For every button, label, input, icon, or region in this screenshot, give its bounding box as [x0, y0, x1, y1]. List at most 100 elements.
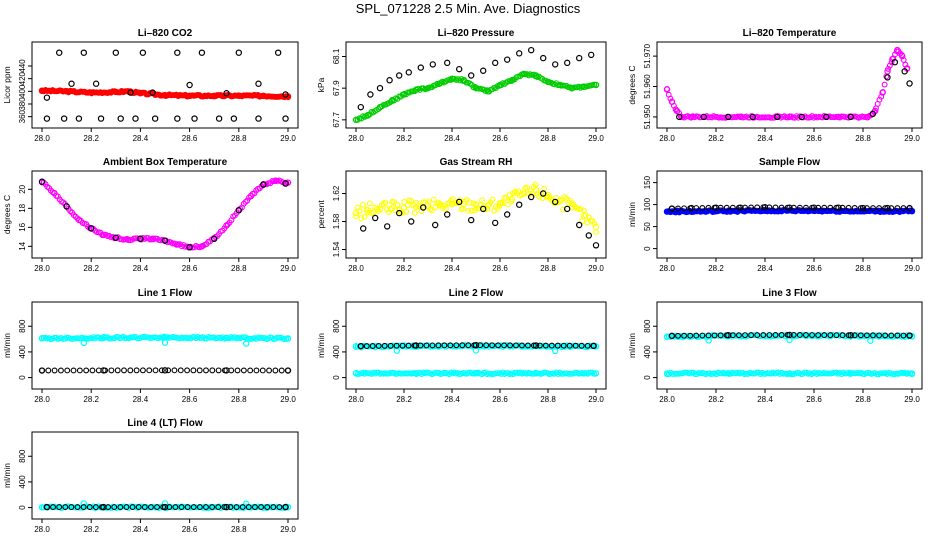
data-point: [501, 342, 508, 349]
y-tick-label: 67.9: [332, 80, 341, 96]
data-point: [270, 504, 277, 511]
data-point: [873, 371, 880, 378]
data-point: [80, 504, 87, 511]
y-tick-label: 1.58: [332, 213, 341, 229]
x-tick-label: 28.4: [133, 525, 149, 534]
panel-2: Li–820 Pressure kPa 28.0 28.2 28.4 28.6 28.8 29…: [316, 28, 607, 143]
data-point: [845, 332, 852, 339]
data-point: [845, 204, 852, 211]
y-tick-label: 0: [643, 375, 652, 380]
y-tick-label: 360: [18, 109, 27, 123]
data-point: [532, 181, 539, 188]
y-tick-label: 150: [643, 175, 652, 189]
plot-frame: [31, 41, 299, 129]
series-line2-a-low: [393, 347, 559, 355]
data-point: [835, 204, 842, 211]
data-point: [132, 115, 139, 122]
data-point: [417, 342, 424, 349]
data-point: [285, 367, 291, 374]
data-point: [178, 504, 185, 511]
plot-frame: [345, 301, 607, 390]
panel-5: Gas Stream RH percent 28.0 28.2 28.4 28.6 28.8…: [316, 157, 607, 273]
data-point: [772, 332, 779, 338]
data-point: [809, 204, 816, 211]
data-point: [57, 367, 64, 374]
data-point: [851, 205, 858, 211]
series-pressure-samples: [357, 46, 595, 111]
x-tick-label: 28.2: [83, 134, 99, 143]
data-point: [408, 218, 415, 225]
x-tick-label: 28.6: [182, 395, 198, 404]
data-point: [357, 343, 364, 350]
data-point: [375, 342, 382, 349]
x-tick-label: 28.4: [133, 134, 149, 143]
data-point: [212, 504, 219, 510]
x-tick-label: 28.6: [182, 134, 198, 143]
data-point: [384, 206, 391, 213]
data-point: [870, 205, 876, 212]
data-point: [177, 367, 184, 374]
data-point: [668, 205, 675, 212]
data-point: [430, 196, 437, 203]
data-point: [45, 367, 52, 374]
data-point: [384, 223, 391, 230]
data-point: [429, 207, 435, 214]
x-tick-label: 28.0: [659, 264, 675, 273]
data-point: [376, 84, 384, 92]
x-tick-label: 28.2: [708, 264, 724, 273]
data-point: [382, 199, 389, 206]
data-point: [516, 50, 523, 57]
data-point: [137, 235, 144, 242]
data-point: [847, 332, 854, 339]
data-point: [258, 504, 265, 511]
series-pressure-mean: [352, 70, 600, 124]
data-point: [676, 113, 683, 121]
data-point: [906, 332, 913, 339]
data-point: [255, 115, 262, 122]
data-point: [900, 205, 907, 212]
data-point: [851, 332, 858, 339]
data-point: [821, 332, 828, 339]
data-point: [149, 89, 156, 96]
data-point: [675, 332, 681, 339]
data-point: [80, 500, 88, 507]
data-point: [876, 332, 883, 339]
data-point: [705, 332, 712, 339]
panel-title: Line 4 (LT) Flow: [127, 418, 203, 429]
data-point: [881, 81, 888, 88]
series-layer: [663, 46, 913, 121]
data-point: [92, 80, 100, 87]
y-tick-label: 400: [18, 345, 27, 359]
data-point: [102, 367, 109, 374]
y-tick-label: 16: [18, 222, 27, 231]
data-point: [468, 72, 475, 79]
data-point: [54, 193, 61, 200]
y-tick-label: 0: [18, 505, 27, 510]
data-point: [446, 371, 453, 378]
data-point: [215, 367, 222, 374]
data-point: [444, 211, 451, 218]
data-point: [64, 367, 71, 374]
panel-4: Ambient Box Temperature degrees C 28.0 28.2…: [2, 157, 299, 273]
series-line2-b: [357, 341, 597, 350]
x-tick-label: 29.0: [280, 395, 296, 404]
data-point: [255, 80, 262, 87]
panel-1: Li–820 CO2 Licor ppm 28.0 28.2 28.4 28.6 28.8 2…: [2, 28, 299, 143]
data-point: [161, 503, 169, 511]
x-tick-label: 28.6: [806, 134, 822, 143]
data-point: [135, 504, 142, 511]
data-point: [233, 504, 240, 511]
data-point: [693, 205, 700, 211]
data-point: [429, 342, 436, 349]
data-point: [154, 504, 161, 511]
data-point: [367, 91, 374, 98]
data-point: [687, 205, 694, 212]
data-point: [234, 367, 241, 374]
data-point: [548, 342, 555, 349]
data-point: [901, 68, 908, 75]
data-point: [411, 342, 418, 349]
x-tick-label: 28.6: [182, 264, 198, 273]
data-point: [203, 367, 209, 374]
series-layer: [663, 331, 916, 378]
data-point: [496, 202, 503, 209]
